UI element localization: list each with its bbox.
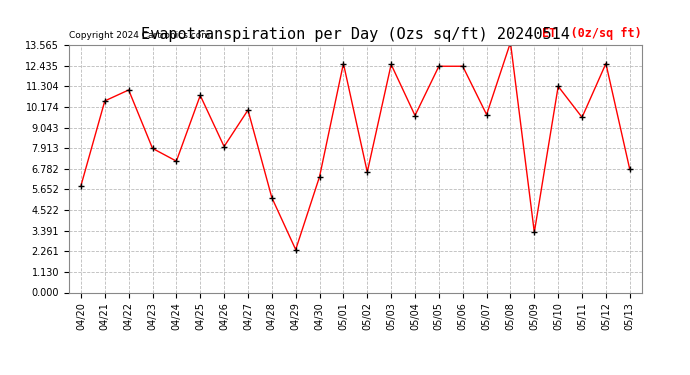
Title: Evapotranspiration per Day (Ozs sq/ft) 20240514: Evapotranspiration per Day (Ozs sq/ft) 2… xyxy=(141,27,570,42)
Text: ET  (0z/sq ft): ET (0z/sq ft) xyxy=(542,27,642,40)
Text: Copyright 2024 Cartronics.com: Copyright 2024 Cartronics.com xyxy=(69,31,210,40)
